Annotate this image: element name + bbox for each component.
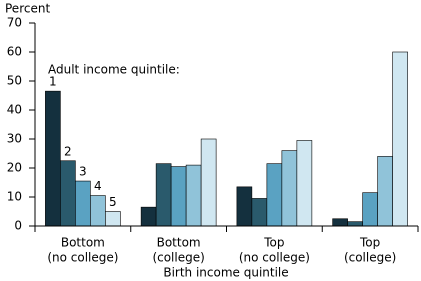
x-tick-label: (college) (152, 251, 204, 265)
x-axis-title: Birth income quintile (163, 266, 288, 280)
bar (170, 166, 187, 227)
bar (90, 195, 106, 227)
bar (377, 156, 393, 227)
bar (266, 163, 283, 227)
bar (362, 192, 378, 227)
bar (105, 211, 121, 227)
x-tick-label: Bottom (157, 236, 201, 250)
y-tick-label: 60 (7, 45, 22, 59)
y-tick-label: 30 (7, 132, 22, 146)
y-tick-label: 0 (14, 219, 22, 233)
series-label: 5 (109, 195, 117, 209)
y-tick-label: 50 (7, 74, 22, 88)
series-label: 2 (64, 144, 72, 158)
bar (332, 218, 348, 227)
x-tick-label: Top (263, 236, 284, 250)
annotation: Adult income quintile: (48, 63, 180, 77)
x-tick-label: (college) (344, 251, 396, 265)
bar (392, 51, 408, 227)
bar (251, 198, 268, 227)
bar (236, 186, 253, 227)
bar (75, 180, 91, 227)
y-tick-label: 10 (7, 190, 22, 204)
y-axis-title: Percent (5, 2, 50, 16)
bar (45, 90, 61, 227)
bar (140, 206, 157, 227)
y-tick-label: 40 (7, 103, 22, 117)
bar (60, 160, 76, 227)
x-tick-label: (no college) (239, 251, 310, 265)
series-label: 1 (49, 75, 57, 89)
series-label: 3 (79, 165, 87, 179)
series-label: 4 (94, 179, 102, 193)
bar (155, 163, 172, 227)
y-tick-label: 70 (7, 16, 22, 30)
bar (296, 140, 313, 227)
x-tick-label: (no college) (47, 251, 118, 265)
y-tick-label: 20 (7, 161, 22, 175)
x-tick-label: Bottom (61, 236, 105, 250)
bar (185, 164, 202, 227)
bar (347, 221, 363, 227)
x-tick-label: Top (359, 236, 380, 250)
bar (200, 138, 217, 227)
bar (281, 150, 298, 227)
